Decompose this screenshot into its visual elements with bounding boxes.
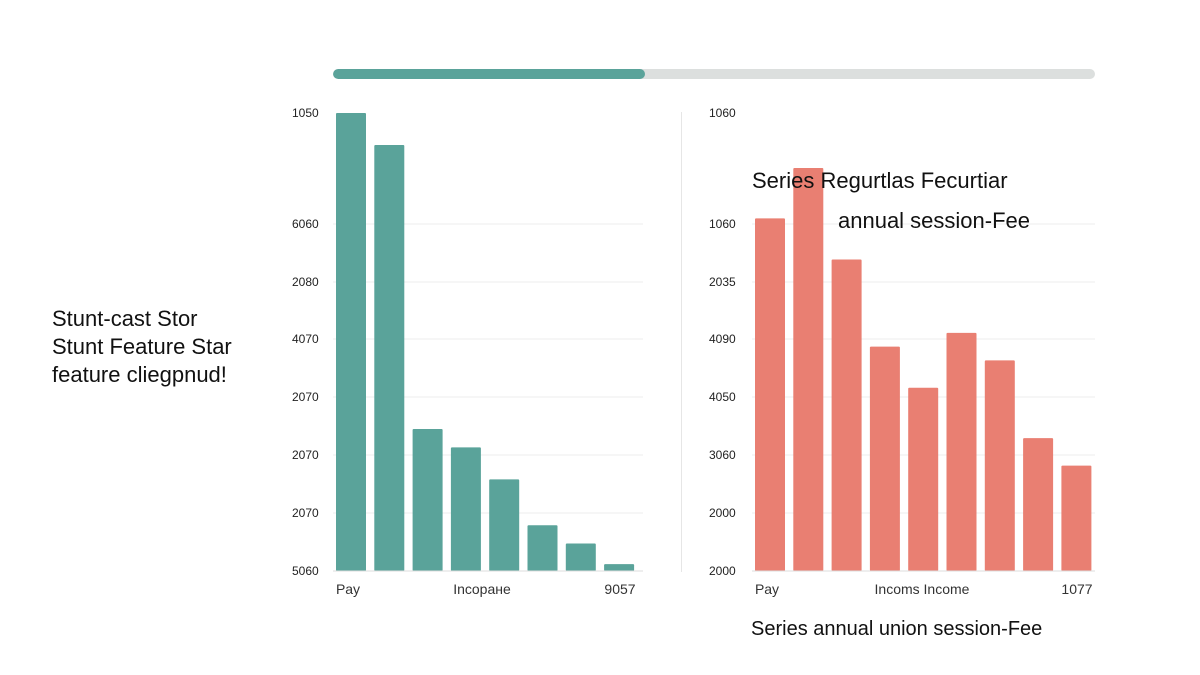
y-tick-label: 1060 <box>709 217 736 231</box>
y-tick-label: 1060 <box>709 106 736 120</box>
y-tick-label: 1050 <box>292 106 319 120</box>
bar <box>527 525 558 571</box>
y-tick-label: 4070 <box>292 332 319 346</box>
chart-caption: Series annual union session-Fee <box>751 618 1043 640</box>
y-tick-label: 2070 <box>292 448 319 462</box>
y-tick-label: 2070 <box>292 506 319 520</box>
y-tick-label: 6060 <box>292 217 319 231</box>
y-tick-label: 2000 <box>709 564 736 578</box>
y-tick-label: 2080 <box>292 275 319 289</box>
bar <box>755 218 785 571</box>
bar <box>412 429 443 571</box>
side-label-line-3: feature cliegpnud! <box>52 362 227 387</box>
progress-bar-fill <box>333 69 646 79</box>
y-tick-label: 5060 <box>292 564 319 578</box>
bar <box>336 113 366 571</box>
chart-title: Series Regurtlas Fecurtiar <box>752 168 1008 193</box>
bar <box>793 167 824 571</box>
y-tick-label: 2035 <box>709 275 736 289</box>
progress-bar <box>333 69 1095 79</box>
bar <box>908 387 939 571</box>
bar <box>1023 438 1054 571</box>
bar <box>374 145 405 571</box>
y-tick-label: 3060 <box>709 448 736 462</box>
y-tick-label: 4050 <box>709 390 736 404</box>
y-tick-label: 2070 <box>292 390 319 404</box>
bar <box>946 332 977 571</box>
x-tick-label: Incoms Income <box>875 581 970 597</box>
bar <box>1061 465 1092 571</box>
x-tick-label: 9057 <box>604 581 635 597</box>
chart-subtitle: annual session-Fee <box>838 208 1031 233</box>
y-tick-label: 4090 <box>709 332 736 346</box>
side-label-line-2: Stunt Feature Star <box>52 334 232 359</box>
bar <box>984 360 1015 571</box>
bar <box>565 543 596 571</box>
x-tick-label: Pay <box>755 581 779 597</box>
side-label-line-1: Stunt-cast Stor <box>52 306 198 331</box>
x-tick-label: Incoране <box>453 581 511 597</box>
side-label: Stunt-cast Stor Stunt Feature Star featu… <box>52 305 282 389</box>
x-tick-label: 1077 <box>1061 581 1092 597</box>
x-tick-label: Pay <box>336 581 360 597</box>
y-tick-label: 2000 <box>709 506 736 520</box>
chart-divider <box>681 112 682 572</box>
bar <box>604 564 635 571</box>
bar <box>450 447 481 571</box>
bar <box>831 259 862 571</box>
bar <box>489 479 520 571</box>
bar <box>869 346 900 571</box>
